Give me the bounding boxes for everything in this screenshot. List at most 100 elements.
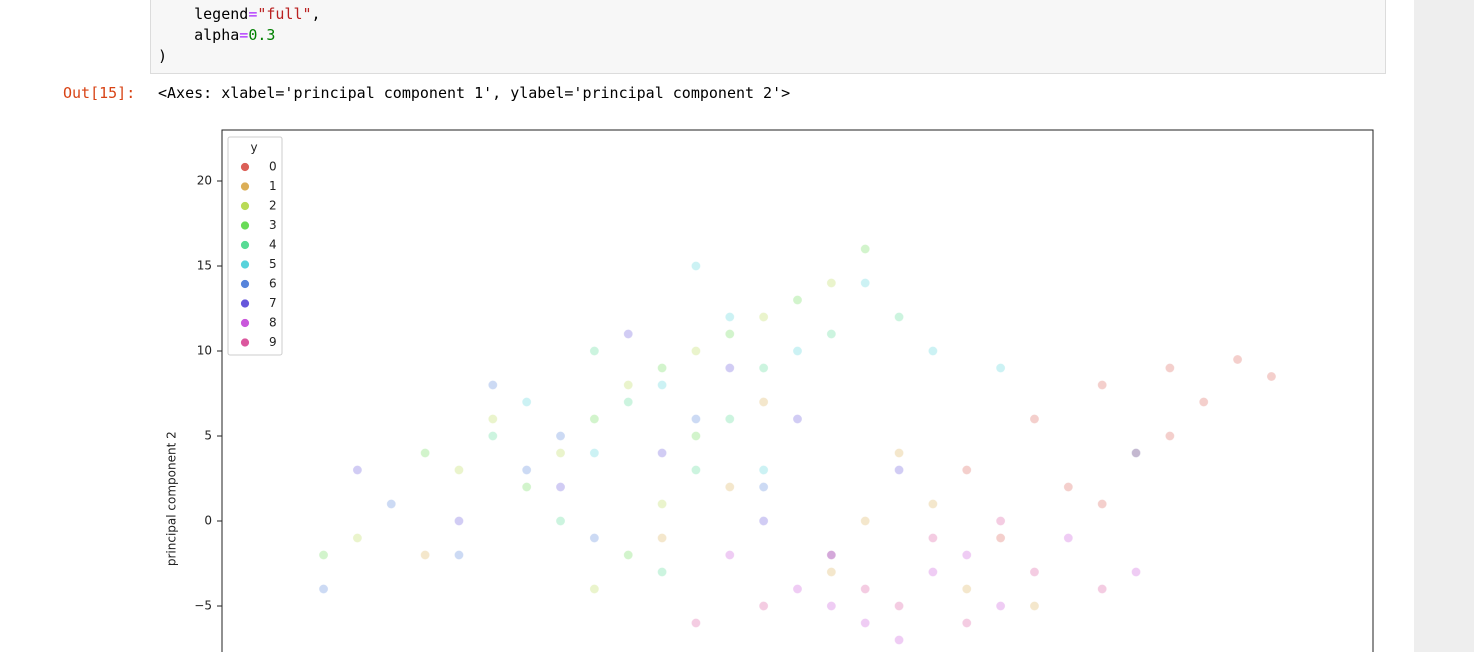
- scatter-point: [928, 499, 938, 509]
- scatter-point: [420, 550, 431, 560]
- legend-label: 7: [269, 296, 277, 310]
- output-text: <Axes: xlabel='principal component 1', y…: [158, 84, 791, 102]
- code-token: ): [158, 47, 168, 65]
- scatter-point: [724, 363, 735, 373]
- scatter-point: [792, 584, 803, 594]
- y-tick-label: 0: [204, 514, 212, 528]
- scatter-point: [521, 482, 532, 492]
- code-token: alpha: [158, 26, 240, 44]
- scatter-point: [1029, 567, 1040, 577]
- y-tick-label: −5: [194, 599, 212, 613]
- scatter-point: [826, 601, 837, 611]
- scatter-point: [589, 414, 600, 424]
- scatter-point: [555, 431, 566, 441]
- scatter-point: [1097, 380, 1108, 390]
- scatter-point: [860, 244, 871, 254]
- scatter-point: [792, 295, 803, 305]
- scatter-point: [420, 448, 431, 458]
- scatter-point: [691, 414, 701, 424]
- code-token: legend: [158, 5, 249, 23]
- scatter-point: [691, 465, 701, 475]
- scatter-point: [1266, 371, 1277, 382]
- scatter-point: [826, 278, 837, 288]
- scatter-point: [623, 397, 634, 407]
- scrollbar-area[interactable]: [1414, 0, 1474, 652]
- legend-marker: [240, 318, 250, 328]
- scatter-point: [589, 346, 600, 356]
- scatter-point: [826, 329, 837, 339]
- scatter-point: [589, 448, 600, 458]
- legend-label: 6: [269, 277, 277, 291]
- code-token: =: [248, 5, 258, 23]
- legend-label: 9: [269, 335, 277, 349]
- scatter-point: [860, 618, 871, 628]
- scatter-point: [1232, 354, 1243, 365]
- scatter-point: [352, 465, 363, 475]
- scatter-point: [724, 329, 735, 339]
- scatter-point: [589, 533, 600, 543]
- scatter-point: [623, 329, 634, 339]
- scatter-point: [555, 516, 566, 526]
- scatter-point: [894, 635, 904, 645]
- scatter-point: [724, 312, 735, 322]
- scatter-point: [758, 363, 769, 373]
- scatter-point: [623, 550, 634, 560]
- scatter-point: [894, 448, 904, 458]
- scatter-point: [792, 414, 803, 424]
- scatter-point: [657, 448, 667, 458]
- scatter-point: [657, 363, 667, 373]
- scatter-point: [860, 516, 871, 526]
- scatter-point: [995, 533, 1006, 543]
- legend-marker: [240, 162, 250, 172]
- scatter-point: [961, 550, 972, 560]
- y-tick-label: 15: [197, 259, 212, 273]
- legend-label: 8: [269, 316, 277, 330]
- scatter-point: [1164, 431, 1175, 441]
- legend-marker: [240, 298, 250, 309]
- legend-label: 4: [269, 238, 277, 252]
- scatter-point: [724, 482, 735, 492]
- scatter-point: [589, 584, 600, 594]
- legend-marker: [240, 181, 250, 192]
- scatter-point: [1063, 482, 1074, 492]
- scatter-point: [487, 431, 498, 441]
- scatter-point: [826, 550, 837, 560]
- scatter-point: [555, 448, 566, 458]
- scatter-point: [487, 380, 498, 390]
- scatter-point: [758, 465, 769, 475]
- code-token: ,: [311, 5, 321, 23]
- legend-marker: [240, 259, 250, 270]
- scatter-point: [961, 584, 972, 594]
- y-tick-label: 10: [197, 344, 212, 358]
- code-cell[interactable]: legend="full", alpha=0.3 ): [150, 0, 1386, 74]
- legend-marker: [240, 240, 250, 250]
- code-token: "full": [257, 5, 312, 23]
- scatter-point: [826, 567, 837, 577]
- scatter-point: [758, 312, 769, 322]
- scatter-point: [826, 550, 837, 560]
- plot-area: [222, 130, 1373, 652]
- scatter-point: [1029, 414, 1040, 424]
- scatter-point: [454, 516, 464, 526]
- scatter-point: [318, 550, 329, 560]
- scatter-point: [318, 584, 329, 594]
- scatter-point: [995, 516, 1006, 526]
- scatter-point: [758, 397, 769, 407]
- scatter-point: [691, 261, 701, 271]
- scatter-point: [928, 567, 938, 577]
- output-prompt: Out[15]:: [63, 84, 136, 102]
- y-axis-label: principal component 2: [165, 431, 179, 566]
- code-token: =: [239, 26, 249, 44]
- scatter-point: [894, 312, 904, 322]
- scatter-point: [657, 533, 667, 543]
- legend-label: 0: [269, 160, 277, 174]
- scatter-point: [487, 414, 498, 424]
- legend-label: 2: [269, 199, 277, 213]
- scatter-point: [691, 618, 701, 628]
- scatter-point: [657, 567, 667, 577]
- scatter-point: [1198, 397, 1209, 407]
- legend-marker: [240, 337, 250, 348]
- scatter-point: [860, 584, 871, 594]
